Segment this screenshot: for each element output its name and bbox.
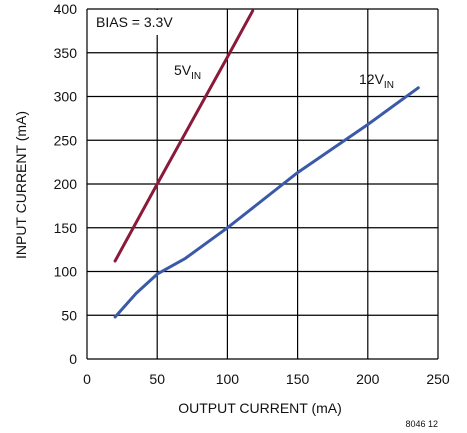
y-tick-label: 150: [54, 220, 78, 236]
y-tick-label: 300: [54, 89, 78, 105]
x-tick-label: 150: [286, 371, 310, 387]
figure-number: 8046 12: [405, 419, 438, 429]
series-label-12vin: 12VIN: [359, 71, 394, 91]
x-tick-label: 250: [426, 371, 450, 387]
y-axis-title: INPUT CURRENT (mA): [13, 111, 29, 259]
x-tick-label: 200: [356, 371, 380, 387]
annotation-bias: BIAS = 3.3V: [96, 14, 173, 30]
y-tick-label: 400: [54, 1, 78, 17]
annotation-box: [91, 10, 181, 35]
series-line-5vin: [113, 9, 255, 263]
y-tick-label: 200: [54, 176, 78, 192]
tick-labels: 0 50 100 150 200 250 0 50 100 150 200 250 300 350 400: [54, 1, 450, 387]
y-tick-label: 0: [69, 351, 77, 367]
y-tick-label: 50: [61, 307, 77, 323]
y-tick-label: 250: [54, 132, 78, 148]
grid: [86, 8, 439, 360]
x-tick-label: 50: [149, 371, 165, 387]
x-tick-label: 0: [83, 371, 91, 387]
series-line-12vin: [113, 86, 420, 319]
x-axis-title: OUTPUT CURRENT (mA): [178, 400, 342, 416]
y-tick-label: 350: [54, 45, 78, 61]
x-tick-label: 100: [216, 371, 240, 387]
series-layer: [113, 9, 420, 319]
series-label-5vin: 5VIN: [174, 62, 201, 82]
y-tick-label: 100: [54, 264, 78, 280]
